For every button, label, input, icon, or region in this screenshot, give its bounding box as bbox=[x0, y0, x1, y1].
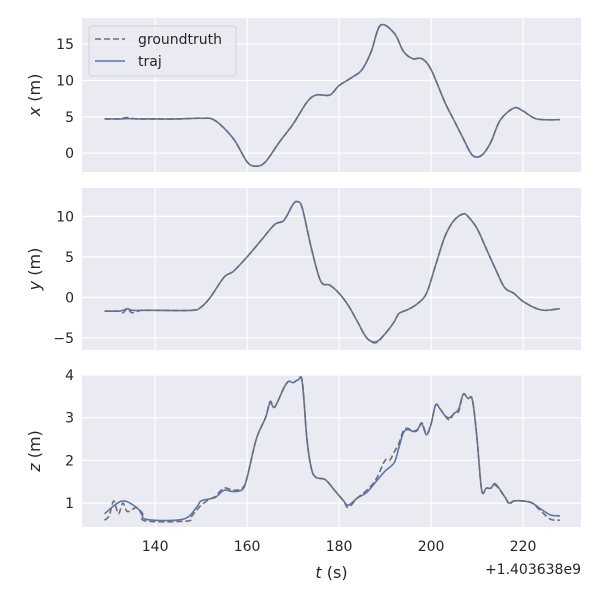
y-tick-label: 4 bbox=[65, 368, 74, 384]
x-tick-label: 220 bbox=[510, 539, 537, 555]
y-tick-label: 10 bbox=[56, 73, 74, 89]
y-tick-label: 3 bbox=[65, 411, 74, 427]
y-axis-label-unit: (m) bbox=[25, 248, 44, 281]
subplot-2: 1 2 3 4 z (m) 140 160 180 200 220 t (s) +1.403638e9 bbox=[25, 368, 581, 582]
y-tick-label: −5 bbox=[53, 331, 74, 347]
x-tick-label: 180 bbox=[326, 539, 353, 555]
x-tick-label: 140 bbox=[142, 539, 169, 555]
legend-frame bbox=[88, 25, 237, 77]
y-axis-label: x (m) bbox=[25, 74, 44, 118]
y-tick-label: 1 bbox=[65, 496, 74, 512]
axes-background bbox=[82, 188, 581, 350]
y-axis-label-unit: (m) bbox=[25, 74, 44, 107]
y-axis-label: z (m) bbox=[25, 430, 44, 473]
y-axis-label: y (m) bbox=[25, 248, 44, 292]
x-axis-label-unit: (s) bbox=[322, 563, 348, 582]
y-axis-label-unit: (m) bbox=[25, 430, 44, 463]
legend-label-groundtruth: groundtruth bbox=[138, 32, 222, 48]
series-line-groundtruth bbox=[104, 23, 560, 167]
y-axis-label-var: z bbox=[25, 463, 44, 473]
y-tick-label: 10 bbox=[56, 209, 74, 225]
x-tick-label: 200 bbox=[418, 539, 445, 555]
series-line-groundtruth bbox=[103, 375, 560, 523]
y-tick-label: 15 bbox=[56, 37, 74, 53]
axes-background bbox=[82, 375, 581, 527]
x-axis-label-var: t bbox=[315, 563, 322, 582]
y-tick-label: 5 bbox=[65, 250, 74, 266]
legend: groundtruth traj bbox=[88, 25, 237, 77]
series-line-groundtruth bbox=[104, 200, 560, 344]
subplot-0: 0 5 10 15 x (m) groundtruth traj bbox=[25, 18, 581, 172]
x-tick-label: 160 bbox=[234, 539, 261, 555]
subplot-1: −5 0 5 10 y (m) bbox=[25, 188, 581, 350]
y-tick-label: 0 bbox=[65, 290, 74, 306]
x-offset-text: +1.403638e9 bbox=[485, 562, 581, 578]
legend-label-traj: traj bbox=[138, 54, 162, 70]
y-tick-label: 5 bbox=[65, 110, 74, 126]
x-axis-label: t (s) bbox=[315, 563, 347, 582]
y-tick-label: 2 bbox=[65, 453, 74, 469]
y-axis-label-var: x bbox=[25, 106, 44, 117]
y-axis-label-var: y bbox=[25, 280, 44, 291]
y-tick-label: 0 bbox=[65, 146, 74, 162]
